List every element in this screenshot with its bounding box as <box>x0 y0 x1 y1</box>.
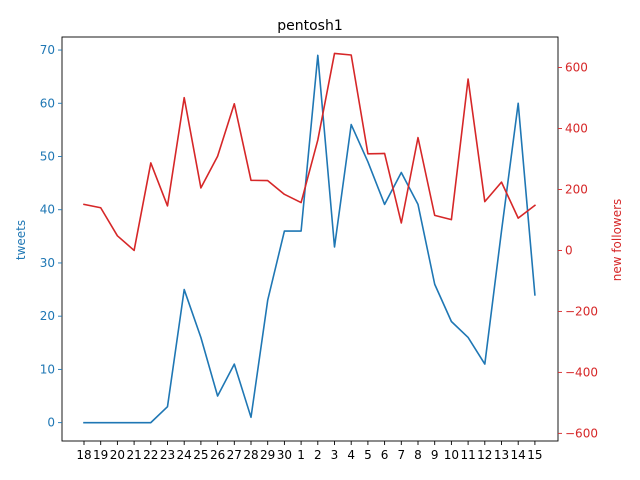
x-tick-label: 28 <box>243 448 258 462</box>
x-tick-label: 4 <box>347 448 355 462</box>
x-tick-label: 11 <box>460 448 475 462</box>
left-tick-label: 30 <box>40 256 55 270</box>
x-tick-label: 26 <box>210 448 225 462</box>
x-tick-label: 21 <box>126 448 141 462</box>
right-tick-label: 600 <box>565 60 588 74</box>
chart-title: pentosh1 <box>277 18 343 34</box>
right-axis-label: new followers <box>610 199 624 282</box>
right-tick-label: −400 <box>565 365 598 379</box>
right-tick-label: −600 <box>565 426 598 440</box>
left-tick-label: 50 <box>40 149 55 163</box>
x-tick-label: 29 <box>260 448 275 462</box>
x-tick-label: 22 <box>143 448 158 462</box>
left-tick-label: 0 <box>47 416 55 430</box>
x-tick-label: 8 <box>414 448 422 462</box>
left-tick-label: 70 <box>40 43 55 57</box>
x-tick-label: 10 <box>444 448 459 462</box>
right-tick-label: 400 <box>565 121 588 135</box>
x-tick-label: 20 <box>110 448 125 462</box>
x-tick-label: 30 <box>277 448 292 462</box>
x-tick-label: 9 <box>431 448 439 462</box>
x-tick-label: 7 <box>397 448 405 462</box>
series-line-2 <box>83 52 537 252</box>
left-axis-label: tweets <box>14 220 28 260</box>
x-tick-label: 19 <box>93 448 108 462</box>
x-tick-label: 5 <box>364 448 372 462</box>
left-tick-label: 20 <box>40 309 55 323</box>
x-tick-label: 6 <box>381 448 389 462</box>
x-tick-label: 2 <box>314 448 322 462</box>
x-tick-label: 3 <box>331 448 339 462</box>
left-tick-label: 60 <box>40 96 55 110</box>
x-tick-label: 12 <box>477 448 492 462</box>
x-tick-label: 25 <box>193 448 208 462</box>
left-tick-label: 40 <box>40 203 55 217</box>
x-tick-label: 15 <box>527 448 542 462</box>
x-tick-label: 1 <box>297 448 305 462</box>
series-line-1 <box>83 54 536 424</box>
x-tick-label: 24 <box>177 448 192 462</box>
x-tick-label: 27 <box>227 448 242 462</box>
right-tick-label: 200 <box>565 182 588 196</box>
right-tick-label: 0 <box>565 243 573 257</box>
right-tick-label: −200 <box>565 304 598 318</box>
x-tick-label: 14 <box>511 448 526 462</box>
x-tick-label: 23 <box>160 448 175 462</box>
x-tick-label: 13 <box>494 448 509 462</box>
plot-frame <box>61 36 559 442</box>
x-tick-label: 18 <box>76 448 91 462</box>
left-tick-label: 10 <box>40 362 55 376</box>
